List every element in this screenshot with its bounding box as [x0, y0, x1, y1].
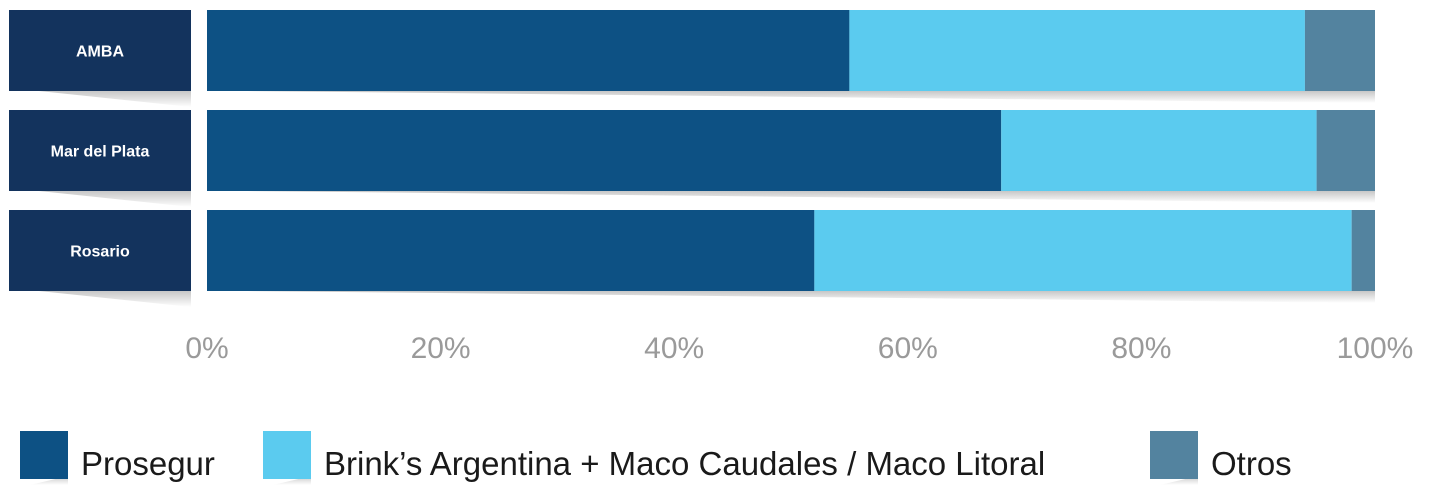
bar-segment-otros-amba [1304, 10, 1375, 91]
bar-segment-brink-s-argentina-maco-caudales-maco-litoral-rosario [814, 210, 1352, 291]
category-label-amba: AMBA [76, 44, 124, 61]
bar-segment-otros-mar-del-plata [1316, 110, 1375, 191]
x-tick-label: 60% [878, 332, 938, 365]
category-label-mar-del-plata: Mar del Plata [51, 144, 150, 161]
category-box-shadow [39, 291, 191, 307]
legend: Prosegur Brink’s Argentina + Maco Caudale… [20, 431, 1292, 485]
bars [207, 10, 1375, 303]
category-label-box [9, 210, 191, 291]
legend-swatch-brink-s-argentina-maco-caudales-maco-litoral [263, 431, 311, 479]
legend-swatch-otros [1150, 431, 1198, 479]
category-label-rosario: Rosario [70, 244, 130, 261]
bar-shadow [247, 291, 1375, 303]
x-tick-label: 40% [644, 332, 704, 365]
x-tick-label: 20% [411, 332, 471, 365]
bar-shadow [247, 191, 1375, 203]
category-label-box [9, 110, 191, 191]
category-box-shadow [39, 191, 191, 207]
category-labels: AMBA Mar del Plata Rosario [9, 10, 191, 307]
bar-segment-prosegur-rosario [207, 210, 815, 291]
category-label-box [9, 10, 191, 91]
legend-label-otros: Otros [1211, 445, 1292, 482]
legend-label-brink-s-argentina-maco-caudales-maco-litoral: Brink’s Argentina + Maco Caudales / Maco… [324, 445, 1045, 482]
legend-label-prosegur: Prosegur [81, 445, 215, 482]
bar-segment-brink-s-argentina-maco-caudales-maco-litoral-amba [849, 10, 1305, 91]
x-tick-label: 100% [1337, 332, 1414, 365]
x-axis-ticks: 0% 20% 40% 60% 80% 100% [185, 332, 1413, 365]
category-box-shadow [39, 91, 191, 107]
bar-shadow [247, 91, 1375, 103]
bar-segment-otros-rosario [1351, 210, 1375, 291]
x-tick-label: 0% [185, 332, 228, 365]
bar-segment-prosegur-mar-del-plata [207, 110, 1002, 191]
x-tick-label: 80% [1111, 332, 1171, 365]
bar-segment-brink-s-argentina-maco-caudales-maco-litoral-mar-del-plata [1001, 110, 1317, 191]
bar-segment-prosegur-amba [207, 10, 850, 91]
legend-swatch-prosegur [20, 431, 68, 479]
